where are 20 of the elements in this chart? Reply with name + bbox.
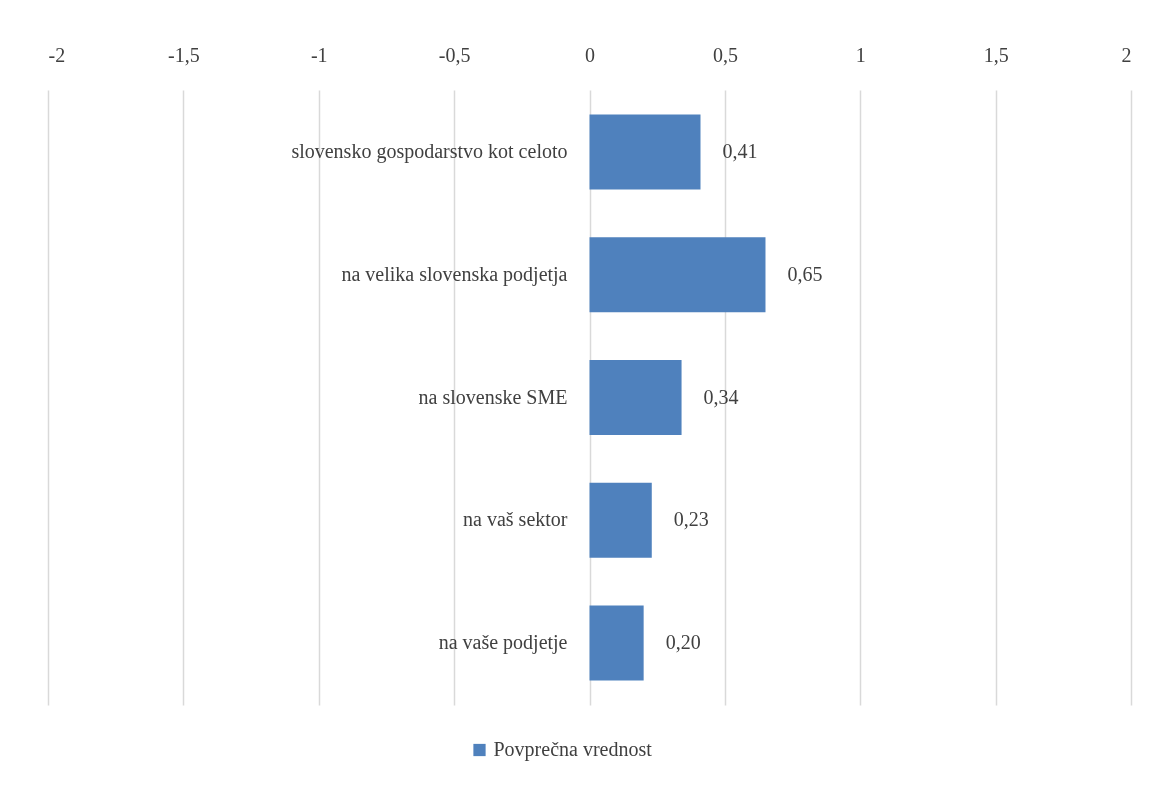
x-tick-label: -2	[48, 43, 66, 66]
y-tick-label: na slovenske SME	[418, 385, 568, 408]
x-tick-label: 0	[585, 43, 595, 66]
data-label: 0,34	[703, 385, 739, 408]
x-tick-label: 1	[855, 43, 866, 66]
x-tick-label: 2	[1121, 43, 1132, 66]
data-label: 0,23	[673, 508, 709, 531]
legend-label: Povprečna vrednost	[493, 738, 653, 761]
data-label: 0,65	[787, 262, 823, 285]
y-tick-label: na velika slovenska podjetja	[341, 262, 568, 286]
y-tick-label: na vaše podjetje	[438, 631, 568, 655]
x-tick-label: -1,5	[168, 43, 200, 66]
y-tick-label: na vaš sektor	[463, 508, 568, 531]
x-tick-label: 0,5	[712, 43, 738, 66]
x-tick-label: 1,5	[983, 43, 1009, 66]
y-tick-label: slovensko gospodarstvo kot celoto	[291, 139, 568, 163]
data-label: 0,20	[665, 631, 701, 654]
x-tick-label: -0,5	[438, 43, 471, 66]
x-tick-label: -1	[310, 43, 328, 66]
data-label: 0,41	[722, 139, 758, 162]
